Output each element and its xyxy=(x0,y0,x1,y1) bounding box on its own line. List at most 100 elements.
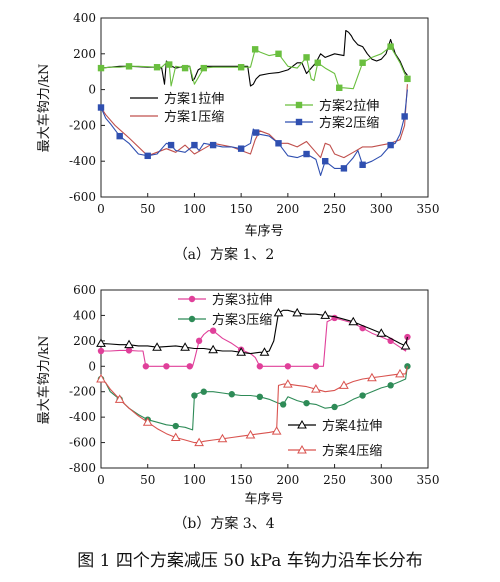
chart-a-ticks: 0 50 100 150 200 250 300 350 -600 -400 -200 0 200 400 xyxy=(69,11,439,216)
series-line-1 xyxy=(100,29,408,87)
series-point-3 xyxy=(181,64,189,72)
x-tick-label: 350 xyxy=(417,473,440,487)
y-tick-label: 400 xyxy=(73,308,96,322)
x-tick-label: 250 xyxy=(323,202,346,216)
x-tick-label: 0 xyxy=(97,473,105,487)
y-tick-label: -600 xyxy=(69,436,96,450)
series-point-4 xyxy=(170,432,181,441)
series-point-3 xyxy=(153,64,161,71)
series-point-3 xyxy=(236,347,247,356)
series-point-2 xyxy=(359,392,366,399)
series-point-3 xyxy=(124,339,134,349)
series-point-3 xyxy=(359,59,366,66)
legend-marker xyxy=(297,419,307,429)
series-point-4 xyxy=(252,129,260,136)
series-point-3 xyxy=(259,347,270,356)
y-tick-label: 0 xyxy=(88,83,96,97)
x-tick-label: 200 xyxy=(276,202,299,216)
chart-a-y-axis-label: 最大车钩力/kN xyxy=(36,64,52,153)
series-point-3 xyxy=(314,59,321,66)
series-point-3 xyxy=(320,310,331,319)
series-point-4 xyxy=(237,145,245,152)
series-point-2 xyxy=(331,403,338,411)
series-point-3 xyxy=(251,46,259,53)
x-tick-label: 150 xyxy=(230,473,253,487)
series-point-1 xyxy=(331,314,338,322)
series-point-3 xyxy=(376,328,387,337)
series-point-4 xyxy=(275,140,282,147)
series-point-3 xyxy=(180,342,190,351)
series-point-3 xyxy=(292,307,303,317)
series-point-4 xyxy=(217,433,228,443)
series-point-4 xyxy=(194,437,204,447)
y-tick-label: -400 xyxy=(69,410,96,424)
x-tick-label: 300 xyxy=(370,473,393,487)
series-point-3 xyxy=(404,75,411,83)
chart-b-marks xyxy=(96,307,411,447)
series-point-4 xyxy=(96,373,106,383)
series-point-4 xyxy=(311,384,321,393)
series-point-2 xyxy=(228,391,235,398)
legend-marker xyxy=(188,315,196,323)
y-tick-label: -400 xyxy=(69,154,96,168)
series-point-3 xyxy=(166,61,173,68)
series-point-4 xyxy=(367,372,377,382)
series-point-1 xyxy=(195,337,203,345)
x-tick-label: 250 xyxy=(323,473,346,487)
chart-a-x-axis-label: 车序号 xyxy=(244,223,283,239)
series-point-1 xyxy=(163,363,170,370)
series-point-1 xyxy=(256,363,264,370)
legend-label: 方案1拉伸 xyxy=(164,91,224,107)
series-point-4 xyxy=(97,104,105,111)
series-point-4 xyxy=(322,158,329,165)
series-point-4 xyxy=(209,141,217,149)
series-point-3 xyxy=(237,64,245,71)
y-tick-label: -200 xyxy=(69,118,96,132)
chart-b-caption: （b）方案 3、4 xyxy=(173,515,274,532)
series-point-1 xyxy=(97,347,105,355)
figure-caption: 图 1 四个方案减压 50 kPa 车钩力沿车长分布 xyxy=(77,551,423,571)
series-point-1 xyxy=(209,327,217,334)
series-point-3 xyxy=(97,64,105,72)
series-point-2 xyxy=(172,422,179,430)
series-point-4 xyxy=(339,380,349,389)
series-point-3 xyxy=(200,64,207,72)
series-point-1 xyxy=(284,363,292,370)
legend-label: 方案3拉伸 xyxy=(212,292,272,308)
legend-label: 方案2压缩 xyxy=(319,115,379,131)
series-point-4 xyxy=(271,426,282,435)
series-point-3 xyxy=(125,63,133,70)
legend-marker xyxy=(297,444,307,454)
series-point-3 xyxy=(152,342,162,351)
legend-label: 方案1压缩 xyxy=(164,109,224,125)
chart-b-x-axis-label: 车序号 xyxy=(244,491,283,507)
y-tick-label: 400 xyxy=(73,11,96,25)
series-point-1 xyxy=(186,363,193,370)
chart-a-marks xyxy=(97,29,411,177)
series-point-4 xyxy=(167,141,175,149)
x-tick-label: 50 xyxy=(140,473,155,487)
series-point-2 xyxy=(303,399,310,407)
x-tick-label: 300 xyxy=(370,202,393,216)
series-point-4 xyxy=(395,368,405,378)
series-point-4 xyxy=(282,379,293,388)
legend-label: 方案4压缩 xyxy=(322,443,382,459)
series-point-3 xyxy=(387,43,394,50)
legend-label: 方案2拉伸 xyxy=(319,98,379,114)
series-point-4 xyxy=(303,150,310,158)
series-point-3 xyxy=(208,344,218,354)
series-point-3 xyxy=(96,338,106,347)
x-tick-label: 350 xyxy=(417,202,440,216)
series-point-2 xyxy=(200,388,207,395)
series-point-3 xyxy=(275,50,282,57)
series-point-4 xyxy=(191,141,198,149)
series-point-4 xyxy=(114,394,125,403)
series-point-4 xyxy=(340,165,348,172)
series-point-4 xyxy=(359,161,366,168)
legend-label: 方案4拉伸 xyxy=(322,418,382,434)
series-point-4 xyxy=(245,429,256,439)
series-point-3 xyxy=(273,307,284,317)
x-tick-label: 50 xyxy=(140,202,155,216)
x-tick-label: 100 xyxy=(183,473,206,487)
